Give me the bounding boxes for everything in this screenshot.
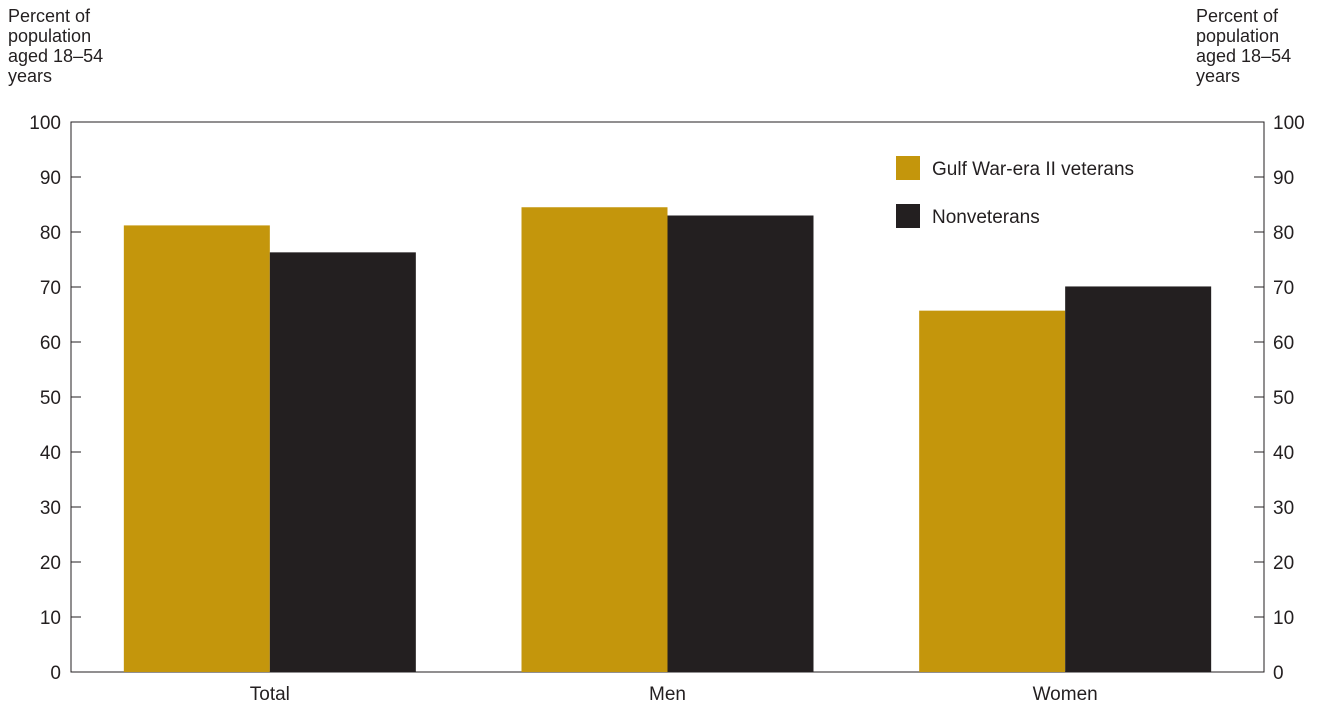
y-tick-label-left: 80: [40, 223, 61, 244]
y-tick-label-right: 0: [1273, 663, 1284, 684]
x-tick-label: Women: [1033, 684, 1098, 705]
y-tick-label-left: 20: [40, 553, 61, 574]
bar-men-nonveterans: [667, 215, 814, 672]
y-tick-label-right: 100: [1273, 113, 1305, 134]
y-tick-label-left: 100: [29, 113, 61, 134]
y-tick-label-left: 30: [40, 498, 61, 519]
legend-swatch: [896, 204, 920, 228]
legend-label: Nonveterans: [932, 207, 1040, 228]
y-tick-label-left: 70: [40, 278, 61, 299]
bar-total-veterans: [123, 225, 270, 672]
y-tick-label-right: 60: [1273, 333, 1294, 354]
y-tick-label-left: 40: [40, 443, 61, 464]
y-ticks: 0 0 10 10 20 20 30 30 40 40 50 50 60 60 70 70 80 80 90 90 10…: [29, 113, 1304, 684]
y-tick-label-right: 70: [1273, 278, 1294, 299]
x-tick-label: Total: [250, 684, 290, 705]
bar-women-veterans: [919, 310, 1066, 672]
legend-swatch: [896, 156, 920, 180]
bar-women-nonveterans: [1065, 286, 1212, 672]
legend-label: Gulf War-era II veterans: [932, 159, 1134, 180]
y-axis-title-right: Percent of population aged 18–54 years: [1196, 6, 1292, 86]
x-tick-label: Men: [649, 684, 686, 705]
y-tick-label-right: 80: [1273, 223, 1294, 244]
y-tick-label-right: 40: [1273, 443, 1294, 464]
y-tick-label-left: 60: [40, 333, 61, 354]
y-tick-label-left: 0: [50, 663, 61, 684]
y-tick-label-left: 50: [40, 388, 61, 409]
x-tick-labels: Total Men Women: [250, 684, 1098, 705]
y-tick-label-left: 10: [40, 608, 61, 629]
bars: [123, 207, 1212, 672]
y-tick-label-right: 30: [1273, 498, 1294, 519]
y-axis-title-left: Percent of population aged 18–54 years: [8, 6, 104, 86]
legend: Gulf War-era II veterans Nonveterans: [896, 156, 1134, 228]
bar-total-nonveterans: [269, 252, 416, 672]
bar-men-veterans: [521, 207, 668, 672]
y-tick-label-right: 50: [1273, 388, 1294, 409]
y-tick-label-right: 90: [1273, 168, 1294, 189]
y-tick-label-left: 90: [40, 168, 61, 189]
y-tick-label-right: 20: [1273, 553, 1294, 574]
y-tick-label-right: 10: [1273, 608, 1294, 629]
